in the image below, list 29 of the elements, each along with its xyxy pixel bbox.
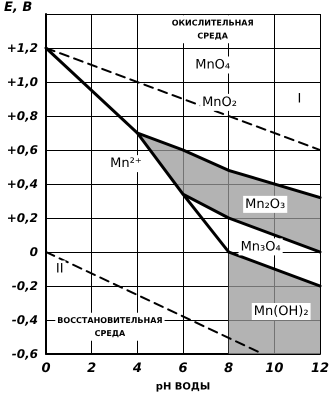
y-tick-label: -0,6 <box>12 347 38 361</box>
y-tick-label: +1,0 <box>6 75 38 89</box>
annotation: I <box>298 92 302 106</box>
x-tick-label: 4 <box>132 361 142 376</box>
annotation: Mn₂O₃ <box>245 196 286 212</box>
annotation: ВОССТАНОВИТЕЛЬНАЯ СРЕДА <box>57 316 163 338</box>
y-axis-title: E, В <box>4 0 32 15</box>
annotation: Mn(OH)₂ <box>254 304 309 319</box>
x-tick-label: 2 <box>87 361 96 376</box>
x-tick-label: 12 <box>310 361 330 376</box>
y-tick-label: +0,2 <box>6 211 38 225</box>
y-tick-label: -0,2 <box>12 279 38 293</box>
annotation: Mn²⁺ <box>110 156 142 172</box>
annotation: Mn₃O₄ <box>240 239 281 254</box>
y-tick-label: +0,4 <box>6 177 38 191</box>
y-tick-label: +0,8 <box>6 109 38 123</box>
x-tick-label: 10 <box>265 361 284 376</box>
x-tick-label: 0 <box>41 361 51 376</box>
annotation: ОКИСЛИТЕЛЬНАЯ СРЕДА <box>172 18 254 40</box>
y-tick-label: -0,4 <box>12 313 38 327</box>
annotation: MnO₄ <box>195 58 230 72</box>
x-axis-title: pH ВОДЫ <box>156 382 210 392</box>
annotation: MnO₂ <box>202 94 237 110</box>
x-tick-label: 6 <box>178 361 188 376</box>
annotation: II <box>56 262 64 276</box>
y-tick-label: +1,2 <box>6 41 38 55</box>
x-tick-label: 8 <box>224 361 234 376</box>
y-tick-label: 0 <box>30 245 38 259</box>
y-tick-label: +0,6 <box>6 143 38 157</box>
